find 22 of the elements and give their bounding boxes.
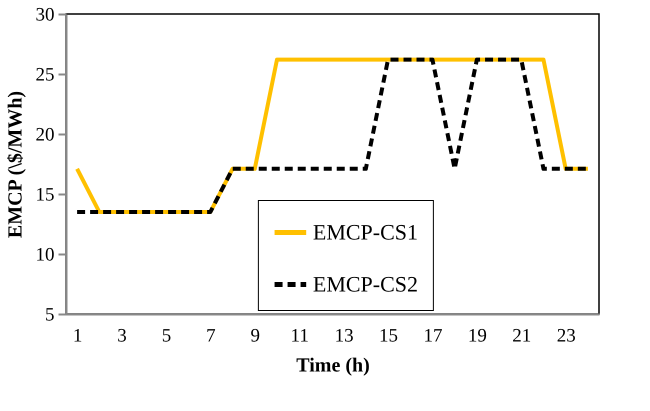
legend-label: EMCP-CS2 — [312, 272, 418, 296]
y-tick-label: 25 — [36, 64, 54, 86]
y-axis-title: EMCP (\$/MWh) — [4, 90, 26, 238]
x-tick-label: 3 — [117, 326, 127, 346]
x-tick-label: 9 — [250, 326, 260, 346]
x-tick-label: 11 — [290, 326, 309, 346]
y-tick-label: 30 — [36, 4, 54, 26]
x-tick-label: 13 — [334, 326, 354, 346]
y-tick-label: 10 — [36, 244, 54, 266]
x-axis-title: Time (h) — [296, 354, 370, 376]
y-tick-label: 20 — [36, 124, 54, 146]
y-tick-label: 15 — [36, 184, 54, 206]
x-tick-label: 1 — [72, 326, 82, 346]
y-tick-label: 5 — [45, 304, 54, 326]
x-tick-label: 5 — [162, 326, 172, 346]
x-tick-label: 23 — [556, 326, 576, 346]
x-tick-label: 15 — [379, 326, 398, 346]
x-tick-label: 21 — [512, 326, 532, 346]
legend-label: EMCP-CS1 — [312, 220, 418, 244]
x-tick-label: 17 — [423, 326, 442, 346]
x-tick-label: 19 — [468, 326, 487, 346]
x-tick-label: 7 — [206, 326, 216, 346]
